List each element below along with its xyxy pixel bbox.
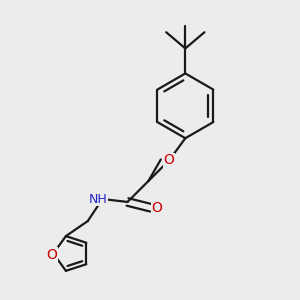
- Text: O: O: [46, 248, 57, 262]
- Text: NH: NH: [89, 193, 107, 206]
- Text: O: O: [164, 153, 175, 167]
- Text: O: O: [152, 201, 162, 215]
